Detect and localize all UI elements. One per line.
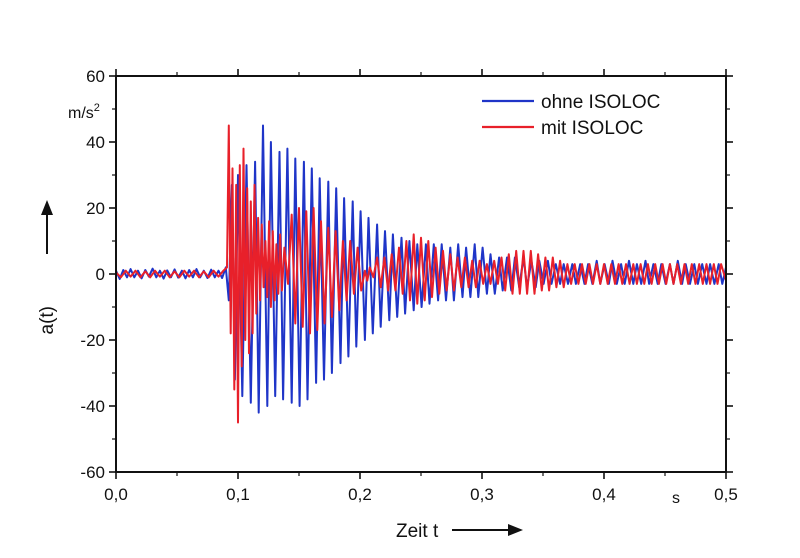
y-tick-label: -40 <box>80 397 105 416</box>
y-axis-title-group: a(t) <box>37 200 58 335</box>
y-tick-label: 40 <box>86 133 105 152</box>
x-axis-unit: s <box>672 490 680 507</box>
x-axis-title: Zeit t <box>396 521 439 542</box>
legend: ohne ISOLOC mit ISOLOC <box>482 92 660 139</box>
x-axis-title-group: Zeit t <box>396 521 523 542</box>
legend-label-mit-isoloc: mit ISOLOC <box>541 118 643 139</box>
series-lines <box>115 124 727 424</box>
x-axis-arrow-head <box>508 524 523 536</box>
y-tick-label: 60 <box>86 67 105 86</box>
series-line-mit-isoloc <box>115 124 727 424</box>
y-tick-label: 20 <box>86 199 105 218</box>
y-axis-title: a(t) <box>37 306 58 335</box>
legend-label-ohne-isoloc: ohne ISOLOC <box>541 92 660 113</box>
y-tick-label: -20 <box>80 331 105 350</box>
x-tick-label: 0,1 <box>226 485 250 504</box>
series-line-ohne-isoloc <box>115 124 727 414</box>
y-tick-label: 0 <box>96 265 105 284</box>
x-tick-label: 0,5 <box>714 485 738 504</box>
axis-ticks: 60 40 20 0 -20 -40 -60 0,0 0,1 0,2 0,3 0,4 0,5 <box>80 67 737 504</box>
x-tick-label: 0,0 <box>104 485 128 504</box>
y-axis-arrow-head <box>41 200 53 215</box>
x-tick-label: 0,3 <box>470 485 494 504</box>
x-tick-label: 0,4 <box>592 485 616 504</box>
y-axis-unit: m/s2 <box>68 102 100 122</box>
plot-frame <box>115 75 727 473</box>
x-tick-label: 0,2 <box>348 485 372 504</box>
y-tick-label: -60 <box>80 463 105 482</box>
